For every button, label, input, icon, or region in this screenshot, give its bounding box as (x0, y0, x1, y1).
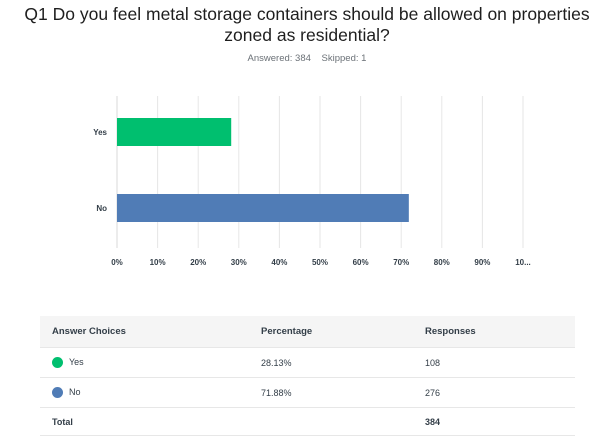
question-title: Q1 Do you feel metal storage containers … (0, 4, 614, 46)
x-tick-label: 40% (271, 258, 287, 267)
header-percentage: Percentage (249, 316, 413, 348)
total-spacer (249, 407, 413, 436)
choice-label: No (69, 386, 81, 397)
choice-cell: No (40, 377, 249, 408)
response-summary: Answered: 384 Skipped: 1 (0, 53, 614, 64)
color-dot-icon (52, 357, 63, 369)
total-row: Total 384 (40, 407, 575, 436)
table-header-row: Answer Choices Percentage Responses (40, 316, 575, 348)
x-tick-label: 0% (111, 258, 123, 267)
table-row: Yes 28.13% 108 (40, 347, 575, 378)
x-tick-label: 60% (353, 258, 369, 267)
question-title-line-2: zoned as residential? (224, 25, 390, 45)
category-label: No (96, 204, 107, 213)
x-tick-label: 50% (312, 258, 328, 267)
bar-no (117, 194, 409, 222)
answer-table: Answer Choices Percentage Responses Yes … (40, 316, 575, 436)
bar-yes (117, 118, 232, 146)
table-row: No 71.88% 276 (40, 377, 575, 408)
x-tick-label: 10... (515, 258, 531, 267)
responses-cell: 108 (413, 347, 575, 378)
percentage-cell: 71.88% (249, 377, 413, 408)
question-title-line-1: Q1 Do you feel metal storage containers … (24, 4, 590, 24)
choice-cell: Yes (40, 347, 249, 378)
choice-label: Yes (69, 356, 84, 367)
bar-chart: Yes No 0% 10% 20% 30% 40% 50% 60% 70% 80% 90% 10... (93, 96, 531, 267)
x-tick-label: 90% (474, 258, 490, 267)
color-dot-icon (52, 387, 63, 399)
header-responses: Responses (413, 316, 575, 348)
answered-count: Answered: 384 (247, 53, 311, 64)
header-answer-choices: Answer Choices (40, 316, 249, 348)
category-label: Yes (93, 128, 107, 137)
percentage-cell: 28.13% (249, 347, 413, 378)
x-tick-label: 70% (393, 258, 409, 267)
x-tick-label: 20% (190, 258, 206, 267)
x-tick-label: 10% (150, 258, 166, 267)
total-value: 384 (413, 407, 575, 436)
x-tick-label: 80% (434, 258, 450, 267)
skipped-count: Skipped: 1 (321, 53, 367, 64)
x-tick-label: 30% (231, 258, 247, 267)
total-label: Total (40, 407, 249, 436)
responses-cell: 276 (413, 377, 575, 408)
